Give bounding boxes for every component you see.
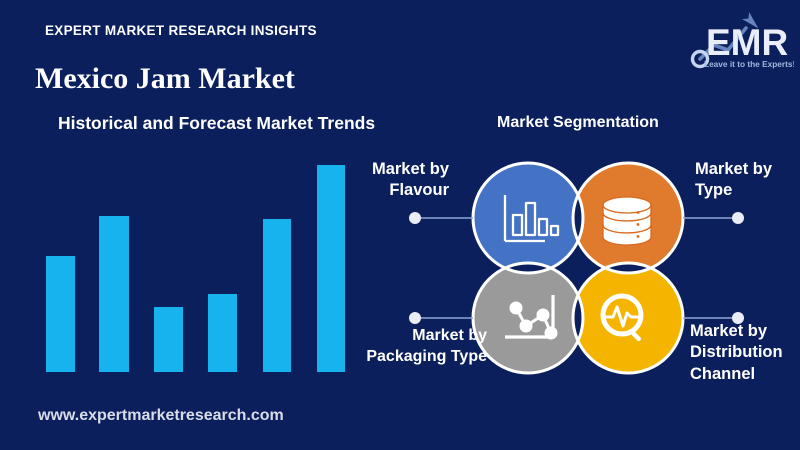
svg-text:Leave it to the Experts!: Leave it to the Experts! — [704, 59, 794, 69]
svg-text:EMR: EMR — [706, 22, 788, 63]
